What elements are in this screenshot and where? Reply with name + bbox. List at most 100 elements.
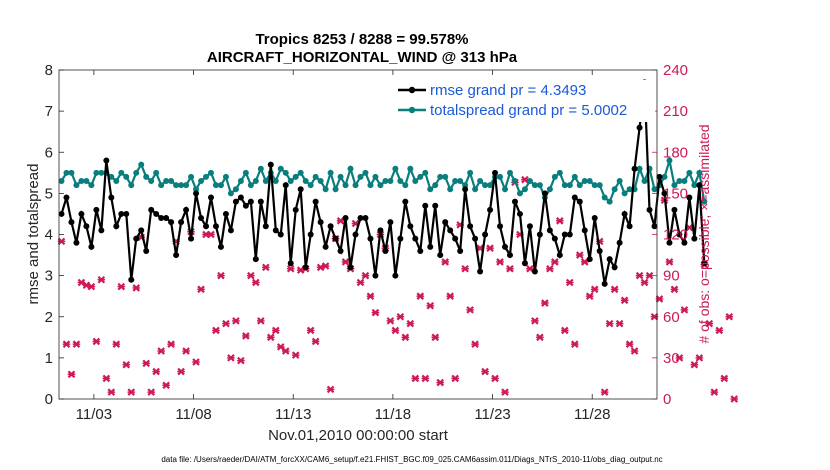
totalspread-point [611,186,618,193]
obs-count-point [237,356,245,365]
totalspread-point [168,178,175,185]
rmse-point [457,247,464,254]
obs-count-point [600,388,609,396]
totalspread-point [536,182,543,189]
rmse-point [422,202,429,209]
totalspread-point [382,178,389,185]
obs-count-point [635,271,644,280]
obs-count-point [501,388,509,396]
totalspread-point [88,182,95,189]
rmse-point [462,186,469,193]
totalspread-point [666,157,673,164]
totalspread-point [571,173,578,180]
rmse-point [591,215,598,222]
rmse-point [487,206,494,213]
rmse-point [412,235,419,242]
obs-count-point [62,340,71,348]
totalspread-point [641,178,648,185]
totalspread-point [133,169,140,176]
totalspread-point [506,169,513,176]
rmse-point [377,227,384,234]
rmse-point [193,190,200,197]
rmse-point [98,227,105,234]
totalspread-point [417,173,424,180]
rmse-point [661,190,668,197]
totalspread-point [616,178,623,185]
totalspread-point [696,169,703,176]
rmse-point [173,252,180,259]
rmse-point [606,256,613,263]
totalspread-point [148,178,155,185]
obs-count-point [625,340,634,348]
y2-tick-label: 120 [663,227,688,244]
obs-count-point [630,347,639,355]
y2-tick-label: 30 [663,350,680,367]
rmse-point [252,256,259,263]
totalspread-point [432,182,439,189]
rmse-point [292,206,299,213]
totalspread-point [681,178,688,185]
rmse-point [307,231,314,238]
totalspread-point [257,165,264,172]
rmse-point [232,198,239,205]
totalspread-point [207,169,214,176]
rmse-point [212,223,219,230]
rmse-point [566,231,573,238]
totalspread-point [247,182,254,189]
y2-tick-label: 240 [663,62,688,79]
y2-tick-label: 0 [663,391,671,408]
chart-subtitle: AIRCRAFT_HORIZONTAL_WIND @ 313 hPa [207,49,518,66]
x-tick-label: 11/18 [375,406,411,423]
obs-count-point [715,326,724,335]
obs-count-point [336,217,345,225]
y-tick-label: 5 [45,185,53,202]
rmse-point [188,235,195,242]
totalspread-point [561,182,568,189]
obs-count-point [266,333,275,342]
rmse-point [427,243,434,250]
rmse-point [467,223,474,230]
rmse-point [357,215,364,222]
totalspread-point [452,178,459,185]
rmse-point [63,194,70,201]
totalspread-point [686,169,693,176]
legend: rmse grand pr = 4.3493 totalspread grand… [393,80,655,122]
obs-count-point [565,278,574,287]
y2-tick-label: 90 [663,268,680,285]
rmse-point [297,186,304,193]
legend-label-rmse: rmse grand pr = 4.3493 [430,82,586,99]
totalspread-point [307,182,314,189]
obs-count-point [421,374,430,383]
obs-count-point [197,285,205,294]
obs-count-point [730,395,739,403]
totalspread-point [98,169,105,176]
totalspread-point [183,182,190,189]
y2-axis-label: # of obs: o=possible; ×=assimilated [696,124,712,343]
totalspread-point [362,169,369,176]
totalspread-point [188,173,195,180]
totalspread-point [596,182,603,189]
totalspread-point [397,178,404,185]
rmse-point [118,210,125,217]
rmse-point [103,157,110,164]
rmse-point [183,206,190,213]
obs-count-point [152,367,160,376]
totalspread-point [626,186,633,193]
rmse-point [516,210,523,217]
obs-count-point [247,271,255,280]
totalspread-point [153,169,160,176]
rmse-point [302,264,309,271]
obs-count-point [162,381,170,390]
rmse-point [551,235,558,242]
totalspread-point [586,178,593,185]
plot-frame [58,69,658,400]
rmse-point [601,280,608,287]
totalspread-point [138,161,145,168]
totalspread-point [511,178,518,185]
rmse-point [506,252,513,259]
totalspread-point [93,169,100,176]
totalspread-point [521,186,528,193]
rmse-point [407,223,414,230]
y-tick-label: 8 [45,62,53,79]
obs-count-point [306,326,315,335]
